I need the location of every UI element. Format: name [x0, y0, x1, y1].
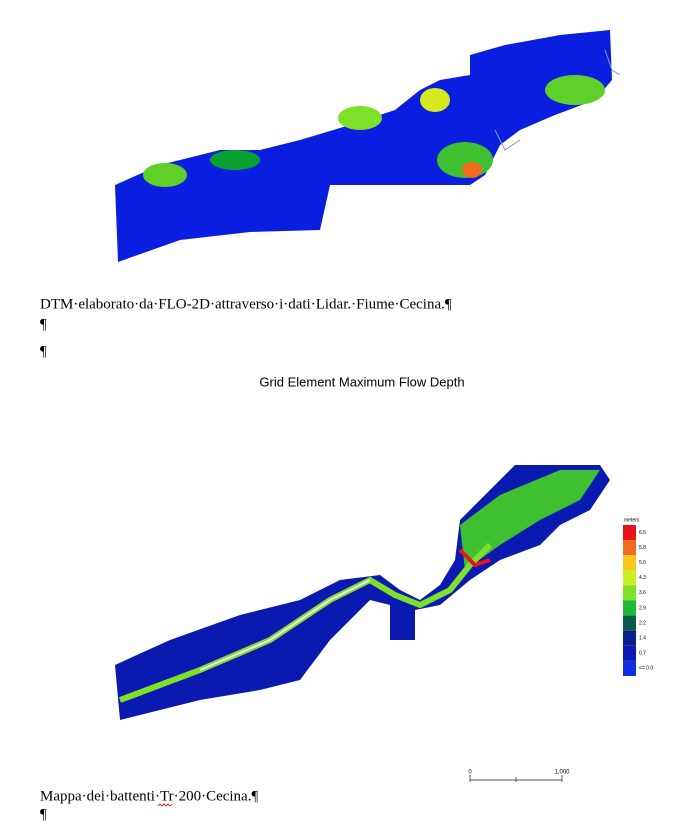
legend-label: 5.8 [639, 545, 646, 551]
legend-swatch [623, 645, 636, 661]
caption: Mappa·dei·battenti·Tr·200·Cecina.¶ [40, 788, 258, 804]
legend-swatch [623, 585, 636, 601]
legend-swatch [623, 600, 636, 616]
flow-depth-map [115, 465, 610, 720]
pilcrow: ¶ [40, 316, 47, 332]
scale-label: 1,000 [554, 770, 570, 776]
legend-label: 6.5 [639, 530, 646, 536]
legend: meters 6.5 5.8 5.0 4.3 3.6 2.9 2.2 1.4 0.7 <= 0.0 [623, 517, 653, 676]
legend-label: 2.9 [639, 605, 646, 611]
pilcrow: ¶ [40, 806, 47, 822]
legend-swatch [623, 660, 636, 676]
legend-label: 3.6 [639, 590, 646, 596]
legend-swatch [623, 615, 636, 631]
pilcrow: ¶ [40, 343, 47, 359]
caption: DTM·elaborato·da·FLO-2D·attraverso·i·dat… [40, 296, 452, 312]
dtm-map [115, 30, 621, 262]
legend-swatch [623, 555, 636, 571]
legend-swatch [623, 540, 636, 556]
figure-title: Grid Element Maximum Flow Depth [259, 374, 464, 389]
legend-label: 2.2 [639, 620, 646, 626]
legend-label: 1.4 [639, 636, 646, 642]
spell-underline [157, 803, 173, 807]
legend-swatch [623, 525, 636, 541]
legend-swatch [623, 630, 636, 646]
legend-swatch [623, 570, 636, 586]
legend-title: meters [624, 517, 640, 523]
scale-bar: 0 1,000 [468, 770, 570, 782]
legend-label: 5.0 [639, 560, 646, 566]
scale-label: 0 [468, 770, 472, 776]
legend-label: 0.7 [639, 651, 646, 657]
legend-label: 4.3 [639, 575, 646, 581]
legend-label: <= 0.0 [639, 666, 653, 672]
